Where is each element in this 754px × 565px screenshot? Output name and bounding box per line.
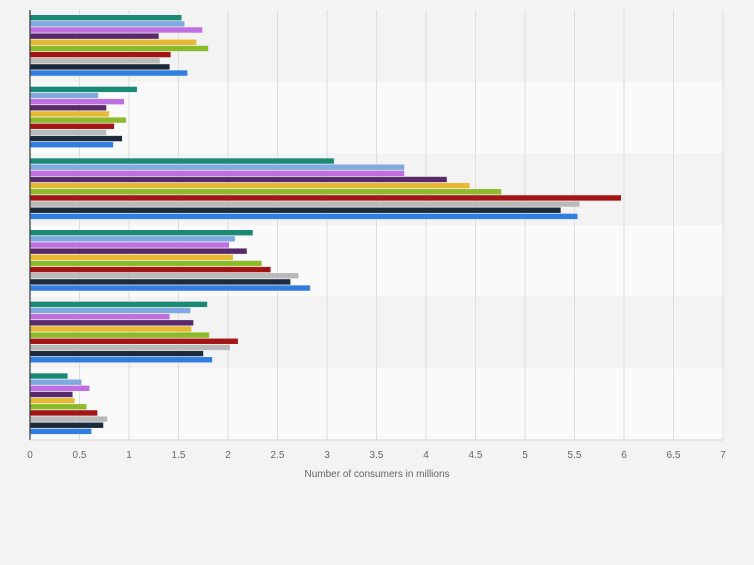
bar xyxy=(30,207,561,213)
bar xyxy=(30,230,253,236)
bar xyxy=(30,213,578,220)
bar xyxy=(30,27,203,33)
bar xyxy=(30,285,311,291)
x-tick-label: 1 xyxy=(126,450,132,461)
gridlines xyxy=(79,10,724,440)
x-tick-label: 5.5 xyxy=(568,450,582,461)
bar xyxy=(30,21,185,27)
bar xyxy=(30,385,90,392)
bar xyxy=(30,158,334,164)
bar xyxy=(30,254,233,260)
bar xyxy=(30,332,210,338)
x-tick-label: 1.5 xyxy=(172,450,186,461)
bar xyxy=(30,422,104,428)
bar xyxy=(30,135,123,142)
x-tick-label: 0 xyxy=(27,450,33,461)
bar xyxy=(30,416,108,422)
bar xyxy=(30,410,98,416)
x-tick-label: 2.5 xyxy=(271,450,285,461)
bar xyxy=(30,51,171,58)
bar xyxy=(30,344,230,351)
bar xyxy=(30,373,68,379)
bar xyxy=(30,397,75,404)
bar xyxy=(30,313,170,320)
bar xyxy=(30,86,137,93)
bar xyxy=(30,142,114,148)
bars xyxy=(30,15,622,435)
bar xyxy=(30,111,110,117)
bar xyxy=(30,195,622,201)
bar xyxy=(30,273,299,279)
bar xyxy=(30,260,262,267)
bar xyxy=(30,45,209,52)
x-tick-label: 2 xyxy=(225,450,231,461)
bar xyxy=(30,33,159,39)
bar xyxy=(30,164,405,170)
bar xyxy=(30,15,182,21)
x-tick-label: 7 xyxy=(720,450,726,461)
axes: 0 0.5 1 1.5 2 2.5 3 3.5 4 4.5 5 5.5 6 6.5 7 xyxy=(27,10,726,461)
bar xyxy=(30,92,99,99)
x-axis-label: Number of consumers in millions xyxy=(304,469,449,480)
x-tick-label: 6.5 xyxy=(667,450,681,461)
bar xyxy=(30,404,87,410)
x-tick-label: 5 xyxy=(522,450,528,461)
bar xyxy=(30,64,170,70)
x-tick-label: 3 xyxy=(324,450,330,461)
bar xyxy=(30,428,92,435)
bar xyxy=(30,117,127,123)
bar xyxy=(30,242,229,248)
bar xyxy=(30,70,188,76)
bar xyxy=(30,279,291,285)
bar xyxy=(30,248,247,254)
bar xyxy=(30,236,235,242)
bar xyxy=(30,350,204,357)
x-tick-label: 3.5 xyxy=(370,450,384,461)
bar xyxy=(30,307,191,314)
bar xyxy=(30,58,160,64)
bar xyxy=(30,98,125,105)
x-tick-label: 6 xyxy=(621,450,627,461)
bar xyxy=(30,357,213,363)
bar xyxy=(30,379,82,385)
bar xyxy=(30,189,502,195)
x-tick-label: 0.5 xyxy=(73,450,87,461)
x-tick-label: 4.5 xyxy=(469,450,483,461)
bar xyxy=(30,201,580,207)
bar xyxy=(30,182,470,189)
bar xyxy=(30,266,271,273)
bar xyxy=(30,326,192,332)
bar xyxy=(30,320,194,326)
bar xyxy=(30,123,115,129)
bar xyxy=(30,39,197,45)
bar xyxy=(30,176,447,183)
bar xyxy=(30,301,208,308)
bar xyxy=(30,105,107,111)
bar xyxy=(30,129,107,136)
x-tick-label: 4 xyxy=(423,450,429,461)
bar xyxy=(30,391,73,398)
bar xyxy=(30,170,405,177)
bar xyxy=(30,338,238,344)
